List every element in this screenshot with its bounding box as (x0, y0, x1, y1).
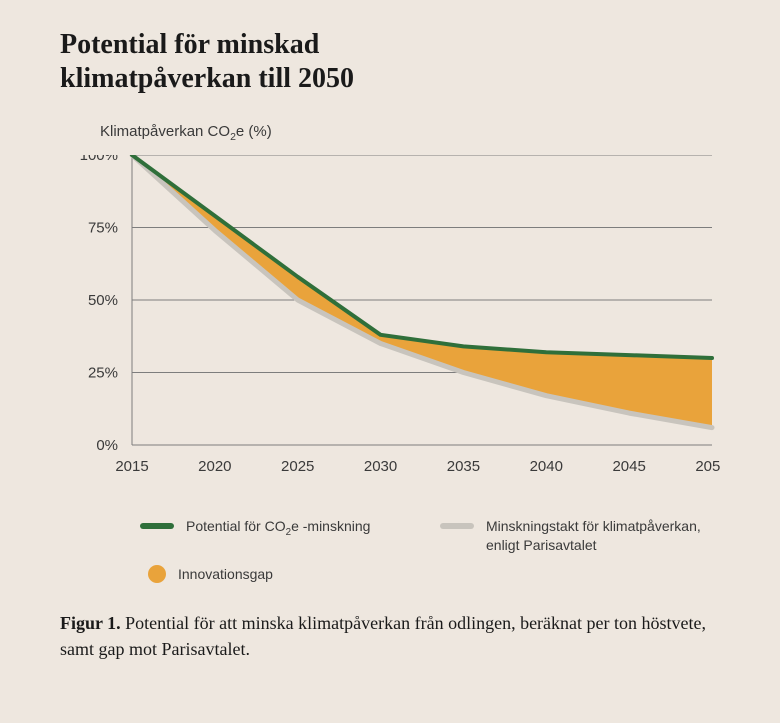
innovation-gap-area (132, 155, 712, 428)
x-tick-label: 2020 (198, 458, 231, 475)
caption-text: Potential för att minska klimatpåverkan … (60, 613, 706, 659)
y-axis-label: Klimatpåverkan CO2e (%) (100, 123, 720, 143)
y-tick-label: 75% (88, 220, 118, 237)
x-tick-label: 2035 (447, 458, 480, 475)
chart: 0% 25% 50% 75% 100% 2015 2020 2025 2030 2035 2040 2… (60, 155, 720, 485)
legend-row-1: Potential för CO2e -minskning Minsknings… (140, 517, 720, 555)
caption-bold: Figur 1. (60, 613, 121, 633)
y-tick-label: 100% (80, 155, 118, 164)
series-potential-reduction-line (132, 155, 712, 358)
chart-title: Potential för minskad klimatpåverkan til… (60, 28, 720, 95)
legend-label-grey: Minskningstakt för klimatpåverkan, enlig… (486, 517, 720, 555)
title-line-2: klimatpåverkan till 2050 (60, 63, 354, 94)
legend-label-green: Potential för CO2e -minskning (186, 517, 370, 539)
legend-item-orange: Innovationsgap (140, 565, 440, 584)
legend-item-green: Potential för CO2e -minskning (140, 517, 440, 539)
legend-swatch-green-line (140, 523, 174, 529)
legend-row-2: Innovationsgap (140, 565, 720, 584)
legend-item-grey: Minskningstakt för klimatpåverkan, enlig… (440, 517, 720, 555)
x-tick-label: 2030 (364, 458, 397, 475)
legend: Potential för CO2e -minskning Minsknings… (140, 517, 720, 584)
y-tick-label: 25% (88, 365, 118, 382)
legend-swatch-orange-circle (148, 565, 166, 583)
legend-swatch-grey-line (440, 523, 474, 529)
x-tick-label: 2015 (115, 458, 148, 475)
legend-label-orange: Innovationsgap (178, 565, 273, 584)
y-tick-label: 0% (96, 437, 118, 454)
figure-caption: Figur 1. Potential för att minska klimat… (60, 610, 720, 662)
y-tick-label: 50% (88, 292, 118, 309)
x-tick-label: 2040 (530, 458, 563, 475)
title-line-1: Potential för minskad (60, 29, 319, 60)
chart-svg: 0% 25% 50% 75% 100% 2015 2020 2025 2030 2035 2040 2… (60, 155, 720, 485)
page: Potential för minskad klimatpåverkan til… (0, 0, 780, 723)
x-tick-label: 2045 (612, 458, 645, 475)
x-tick-label: 2050 (695, 458, 720, 475)
x-tick-label: 2025 (281, 458, 314, 475)
